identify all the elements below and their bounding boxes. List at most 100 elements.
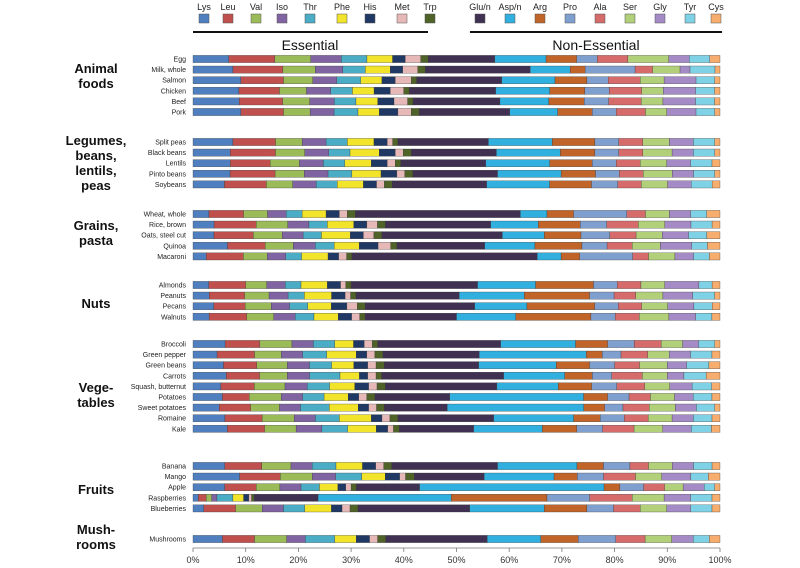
bar-segment-romaine-cys: [711, 414, 721, 422]
legend-label-his: His: [364, 2, 377, 12]
x-tick-label-6: 60%: [500, 555, 518, 565]
bar-segment-mango-glu-n: [414, 472, 485, 481]
bar-segment-mango-thr: [335, 472, 363, 481]
bar-segment-squash-butternut-glu-n: [385, 382, 498, 391]
bar-segment-macaroni-val: [243, 252, 268, 261]
bar-segment-romaine-thr: [315, 414, 340, 422]
bar-segment-blueberries-val: [235, 504, 263, 513]
bar-segment-banana-tyr: [693, 462, 713, 470]
bar-segment-wheat-whole-tyr: [690, 210, 707, 218]
bar-segment-egg-ala: [597, 55, 629, 63]
bar-segment-green-beans-iso: [287, 361, 310, 369]
bar-segment-soybeans-gly: [667, 180, 692, 189]
bar-segment-mango-arg: [553, 472, 578, 481]
bar-segment-macaroni-pro: [579, 252, 633, 261]
bar-segment-rice-brown-met: [366, 220, 378, 229]
bar-segment-carrots-asp-n: [503, 372, 565, 380]
legend-label-ala: Ala: [593, 2, 606, 12]
item-label-green-beans: Green beans: [146, 363, 187, 370]
bar-segment-broccoli-leu: [224, 340, 261, 348]
bar-segment-carrots-tyr: [683, 372, 707, 380]
bar-segment-pinto-beans-ala: [619, 170, 644, 178]
bar-segment-romaine-met: [381, 414, 391, 422]
bar-segment-almonds-asp-n: [477, 281, 536, 289]
bar-segment-pork-trp: [411, 108, 420, 116]
legend-swatch-val: [250, 13, 262, 24]
bar-segment-quinoa-ser: [632, 242, 661, 250]
bar-segment-green-beans-lys: [192, 361, 224, 369]
item-label-pinto-beans: Pinto beans: [149, 171, 186, 178]
bar-segment-egg-arg: [545, 55, 577, 63]
bar-segment-split-peas-trp: [392, 138, 399, 146]
bar-segment-macaroni-leu: [206, 252, 244, 261]
bar-segment-chicken-val: [279, 87, 307, 95]
bar-segment-salmon-his: [381, 76, 396, 84]
bar-segment-squash-butternut-gly: [669, 382, 693, 391]
bar-segment-soybeans-trp: [384, 180, 393, 189]
bar-segment-squash-butternut-pro: [591, 382, 617, 391]
bar-segment-peanuts-ser: [635, 291, 664, 300]
legend-label-thr: Thr: [303, 2, 317, 12]
group-label-vege-tables-line-1: tables: [77, 395, 115, 410]
bar-segment-walnuts-glu-n: [364, 313, 457, 321]
legend-label-trp: Trp: [423, 2, 436, 12]
bar-segment-blueberries-ser: [640, 504, 667, 513]
bar-segment-split-peas-his: [373, 138, 388, 146]
legend-swatch-iso: [276, 13, 288, 24]
bar-segment-blueberries-arg: [544, 504, 588, 513]
bar-segment-squash-butternut-his: [354, 382, 369, 391]
bar-segment-peanuts-asp-n: [459, 291, 525, 300]
bar-segment-lentils-phe: [344, 159, 372, 167]
bar-segment-pinto-beans-trp: [404, 170, 413, 178]
bar-segment-almonds-arg: [535, 281, 594, 289]
bar-segment-green-pepper-pro: [602, 350, 622, 359]
bar-segment-green-beans-cys: [708, 361, 721, 369]
bar-segment-rice-brown-glu-n: [385, 220, 491, 229]
bar-segment-broccoli-his: [353, 340, 365, 348]
legend-swatch-cys: [710, 13, 722, 24]
bar-segment-apple-ser: [664, 483, 684, 491]
bar-segment-soybeans-phe: [337, 180, 364, 189]
bar-segment-blueberries-iso: [262, 504, 284, 513]
bar-segment-pinto-beans-arg: [560, 170, 596, 178]
bar-segment-carrots-ala: [611, 372, 643, 380]
bar-segment-squash-butternut-leu: [220, 382, 255, 391]
bar-segment-potatoes-ala: [628, 393, 651, 401]
bar-segment-mushrooms-met: [369, 535, 378, 543]
bar-segment-rice-brown-gly: [664, 220, 692, 229]
bar-segment-kale-ser: [633, 425, 663, 433]
bars: [192, 55, 721, 543]
bar-segment-raspberries-tyr: [690, 494, 713, 502]
bar-segment-beef-val: [282, 97, 310, 106]
bar-segment-black-beans-glu-n: [411, 148, 497, 157]
bar-segment-lentils-trp: [395, 159, 401, 167]
bar-segment-wheat-whole-trp: [347, 210, 356, 218]
bar-segment-kale-arg: [542, 425, 577, 433]
bar-segment-raspberries-gly: [663, 494, 691, 502]
bar-segment-oats-steel-cut-lys: [192, 231, 215, 239]
bar-segment-romaine-glu-n: [397, 414, 494, 422]
bar-segment-pecans-val: [245, 302, 272, 310]
bar-segment-milk-whole-met: [402, 65, 418, 74]
item-label-mushrooms: Mushrooms: [149, 537, 186, 544]
bar-segment-milk-whole-asp-n: [530, 65, 571, 74]
bar-segment-walnuts-met: [351, 313, 360, 321]
bar-segment-mushrooms-his: [356, 535, 370, 543]
bar-segment-blueberries-lys: [192, 504, 204, 513]
bar-segment-black-beans-pro: [594, 148, 620, 157]
item-label-kale: Kale: [172, 426, 186, 433]
bar-segment-soybeans-leu: [224, 180, 267, 189]
bar-segment-banana-thr: [312, 462, 337, 470]
bar-segment-beef-phe: [355, 97, 378, 106]
legend-swatch-glu-n: [474, 13, 486, 24]
bar-segment-split-peas-lys: [192, 138, 234, 146]
x-tick-label-7: 70%: [553, 555, 571, 565]
bar-segment-carrots-glu-n: [381, 372, 504, 380]
bar-segment-apple-trp: [350, 483, 357, 491]
bar-segment-romaine-gly: [671, 414, 694, 422]
bar-segment-mango-tyr: [690, 472, 709, 481]
bar-segment-green-beans-arg: [556, 361, 590, 369]
bar-segment-chicken-ser: [641, 87, 664, 95]
bar-segment-green-beans-his: [353, 361, 368, 369]
